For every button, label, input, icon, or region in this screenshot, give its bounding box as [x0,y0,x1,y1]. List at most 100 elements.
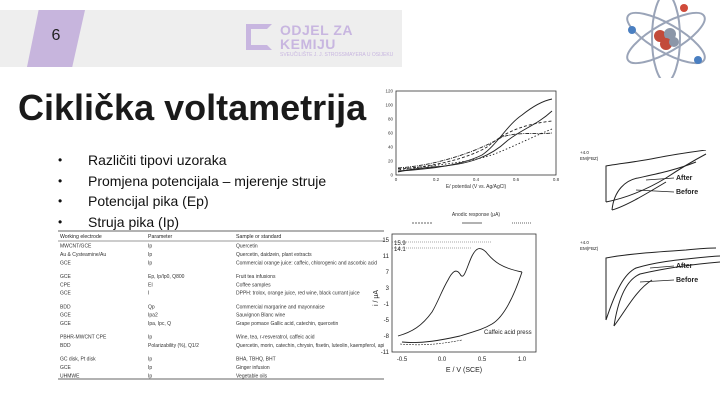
table-row: BDD Polarizability (%), Q1/2 Quercetin, mo… [60,343,384,349]
fig-bottom-xtick: 0.5 [478,357,487,363]
fig-bottom-ytick: 3 [386,286,390,292]
logo-text-line3: SVEUČILIŠTE J. J. STROSSMAYERA U OSIJEKU [280,52,394,58]
fig-bottom-mark-2: 14.1 [394,247,406,253]
bullet-item: Struja pika (Ip) [58,212,326,233]
table-cell: Quercetin, daidzein, plant extracts [236,252,312,258]
panel-top-before: Before [676,189,698,196]
before-after-bottom-panel: +4.0 EM(FBZ) After Before [580,240,720,327]
electrode-table: Working electrode Parameter Sample or stan… [58,230,384,380]
logo-text-line2: KEMIJU [280,36,336,52]
table-row: GCE Ipa, Ipc, Q Grape pomace Gallic acid, … [60,321,338,327]
table-cell: Ipa, Ipc, Q [148,321,171,327]
table-row: GCE Ipa2 Sauvignon Blanc wine [60,313,285,319]
department-logo: ODJEL ZA KEMIJU SVEUČILIŠTE J. J. STROSS… [246,22,393,62]
table-cell: Wine, tea, r-resveratrol, caffeic acid [236,335,315,341]
table-cell: GCE [60,260,72,266]
panel-top-label-b: EM(FBZ) [580,156,599,161]
table-cell: Polarizability (%), Q1/2 [148,343,199,349]
table-cell: Sauvignon Blanc wine [236,313,285,319]
fig-bottom-ytick: -11 [381,350,390,356]
fig-top-ytick: 40 [388,145,394,150]
table-cell: GCE [60,365,72,371]
panel-bottom-after: After [676,263,693,270]
table-header-cell: Sample or standard [236,234,281,240]
panel-bottom-label-a: +4.0 [580,240,589,245]
table-cell: BDD [60,304,71,310]
table-cell: Au & Cysteamine/Au [60,252,106,258]
atom-icon [626,0,706,78]
panel-bottom-label-b: EM(FBZ) [580,246,599,251]
table-row: GC disk, Pt disk Ip BHA, TBHQ, BHT [60,357,276,363]
bullet-list: Različiti tipovi uzoraka Promjena potenc… [58,150,326,232]
table-cell: Ip [148,252,152,258]
logo-mark-icon [246,24,272,50]
table-cell: GC disk, Pt disk [60,357,96,363]
fig-bottom-ytick: -1 [384,302,390,308]
panel-top-after: After [676,175,693,182]
table-cell: Commercial margarine and mayonnaise [236,304,325,310]
table-cell: BDD [60,343,71,349]
fig-bottom-xtick: 0.0 [438,357,447,363]
fig-top-xlabel: E/ potential (V vs. Ag/AgCl) [446,184,507,190]
table-cell: Ip [148,357,152,363]
voltammogram-top-figure: 120 100 80 60 40 20 0 0 0.2 0.4 0.6 0.8 E/ potenti… [385,89,560,224]
panel-bottom-before: Before [676,277,698,284]
fig-top-xtick: 0 [395,177,398,182]
table-cell: GCE [60,313,72,319]
table-cell: Ep, Ip/Ip0, Q800 [148,274,185,280]
fig-bottom-ytick: -5 [384,318,390,324]
table-header-cell: Parameter [148,234,172,240]
bullet-item: Promjena potencijala – mjerenje struje [58,171,326,192]
table-cell: Ip [148,244,152,250]
table-cell: Ip [148,260,152,266]
table-cell: GCE [60,274,72,280]
fig-top-ytick: 20 [388,159,394,164]
table-cell: Fruit tea infusions [236,274,276,280]
table-cell: GCE [60,291,72,297]
table-row: GCE Ip Commercial orange juice: caffeic, c… [60,260,377,266]
table-row: Au & Cysteamine/Au Ip Quercetin, daidzein,… [60,252,312,258]
table-cell: BHA, TBHQ, BHT [236,357,276,363]
logo-text-line1: ODJEL ZA [280,22,353,38]
table-cell: Ip [148,365,152,371]
table-cell: PBHR-MWCNT CPE [60,335,107,341]
fig-bottom-ytick: 11 [383,254,390,260]
table-row: GCE Ep, Ip/Ip0, Q800 Fruit tea infusions [60,274,276,280]
before-after-figure: +4.0 EM(FBZ) After Before +4.0 EM(FBZ) A… [580,150,720,327]
table-cell: Coffee samples [236,282,271,288]
table-cell: Commercial orange juice: caffeic, chloro… [236,260,377,266]
fig-bottom-ytick: -8 [384,334,390,340]
fig-bottom-ytick: 7 [386,270,390,276]
table-cell: Ip [148,335,152,341]
table-row: GCE Ip Ginger infusion [60,365,270,371]
fig-top-ytick: 80 [388,117,394,122]
table-row: UHMWE Ip Vegetable oils [60,374,268,380]
table-cell: I [148,291,149,297]
table-cell: MWCNT/GCE [60,244,92,250]
table-cell: GCE [60,321,72,327]
table-cell: Quercetin [236,244,258,250]
slide-number: 6 [51,27,61,44]
table-cell: Ipa2 [148,313,158,319]
fig-top-legend: Anodic response (μA) [452,212,501,218]
table-cell: Ip [148,374,152,380]
table-cell: EI [148,282,153,288]
fig-bottom-ylabel: i / μA [373,290,380,306]
table-cell: Qp [148,304,155,310]
fig-bottom-xtick: 1.0 [518,357,527,363]
table-row: PBHR-MWCNT CPE Ip Wine, tea, r-resveratrol… [60,335,315,341]
table-cell: Vegetable oils [236,374,268,380]
fig-top-xtick: 0.8 [553,177,560,182]
fig-bottom-ytick: 15 [382,238,389,244]
table-header-cell: Working electrode [60,234,102,240]
before-after-top-panel: +4.0 EM(FBZ) After Before [580,150,707,211]
panel-top-label-a: +4.0 [580,150,589,155]
fig-bottom-mark-1: 15.9 [394,241,406,247]
table-cell: Grape pomace Gallic acid, catechin, quer… [236,321,338,327]
table-cell: UHMWE [60,374,80,380]
fig-top-ytick: 120 [385,89,393,94]
table-cell: Quercetin, morin, catechin, chrysin, fis… [236,343,384,349]
table-cell: Ginger infusion [236,365,270,371]
table-cell: CPE [60,282,71,288]
